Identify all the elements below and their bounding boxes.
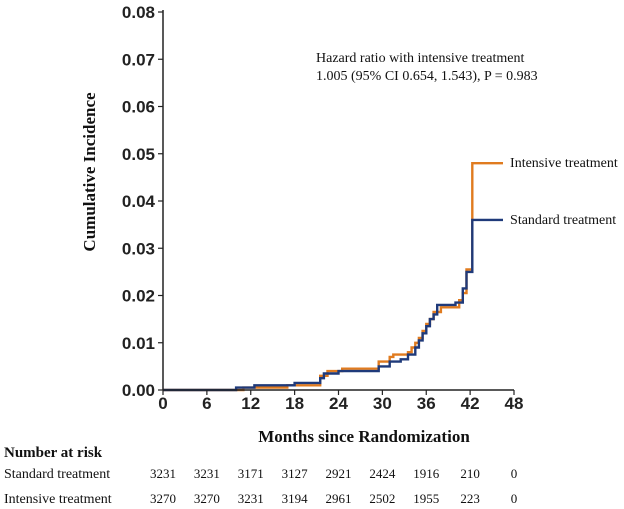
legend-entry-standard-treatment: Standard treatment (510, 213, 616, 228)
y-tick-label: 0.00 (122, 381, 155, 400)
x-tick-label: 48 (505, 394, 524, 413)
risk-cell: 0 (511, 466, 518, 481)
y-tick-label: 0.02 (122, 287, 155, 306)
x-tick-label: 30 (373, 394, 392, 413)
risk-table: Standard treatment 3231 3231 3171 3127 2921 24… (4, 466, 517, 507)
risk-cell: 2424 (369, 466, 396, 481)
series-line-standard-treatment (163, 218, 503, 392)
series-line-intensive-treatment (163, 162, 503, 392)
series-lines (163, 162, 503, 392)
y-tick-label: 0.01 (122, 334, 155, 353)
y-tick-label: 0.06 (122, 98, 155, 117)
x-tick-label: 24 (329, 394, 348, 413)
risk-cell: 1955 (413, 491, 439, 506)
risk-cell: 3270 (194, 491, 220, 506)
y-tick-label: 0.07 (122, 50, 155, 69)
hazard-ratio-line-1: Hazard ratio with intensive treatment (316, 51, 524, 66)
risk-cell: 3270 (150, 491, 176, 506)
risk-row-label: Standard treatment (4, 467, 110, 482)
x-tick-label: 0 (158, 394, 167, 413)
x-tick-label: 36 (417, 394, 436, 413)
x-tick-label: 6 (202, 394, 211, 413)
risk-cell: 1916 (413, 466, 440, 481)
risk-cell: 3231 (194, 466, 220, 481)
risk-cell: 2921 (326, 466, 352, 481)
risk-table-title: Number at risk (4, 445, 103, 461)
y-tick-label: 0.08 (122, 3, 155, 22)
risk-cell: 3231 (238, 491, 264, 506)
risk-cell: 3171 (238, 466, 264, 481)
y-tick-label: 0.05 (122, 145, 155, 164)
risk-cell: 2961 (326, 491, 352, 506)
axes: 0.00 0.01 0.02 0.03 0.04 0.05 0.06 0.07 0.08 0 6 12… (122, 3, 524, 413)
y-tick-label: 0.03 (122, 239, 155, 258)
x-tick-label: 18 (285, 394, 304, 413)
hazard-ratio-line-2: 1.005 (95% CI 0.654, 1.543), P = 0.983 (316, 69, 538, 84)
risk-cell: 3127 (282, 466, 309, 481)
risk-row-label: Intensive treatment (4, 492, 112, 507)
y-tick-label: 0.04 (122, 192, 156, 211)
risk-cell: 210 (460, 466, 480, 481)
risk-cell: 3194 (282, 491, 309, 506)
legend-entry-intensive-treatment: Intensive treatment (510, 156, 618, 171)
x-tick-label: 42 (461, 394, 480, 413)
risk-cell: 0 (511, 491, 518, 506)
x-tick-label: 12 (241, 394, 260, 413)
x-axis-title: Months since Randomization (258, 427, 470, 446)
risk-cell: 2502 (369, 491, 395, 506)
risk-cell: 3231 (150, 466, 176, 481)
risk-cell: 223 (460, 491, 480, 506)
y-axis-title: Cumulative Incidence (80, 92, 99, 252)
legend: Intensive treatment Standard treatment (510, 156, 618, 228)
